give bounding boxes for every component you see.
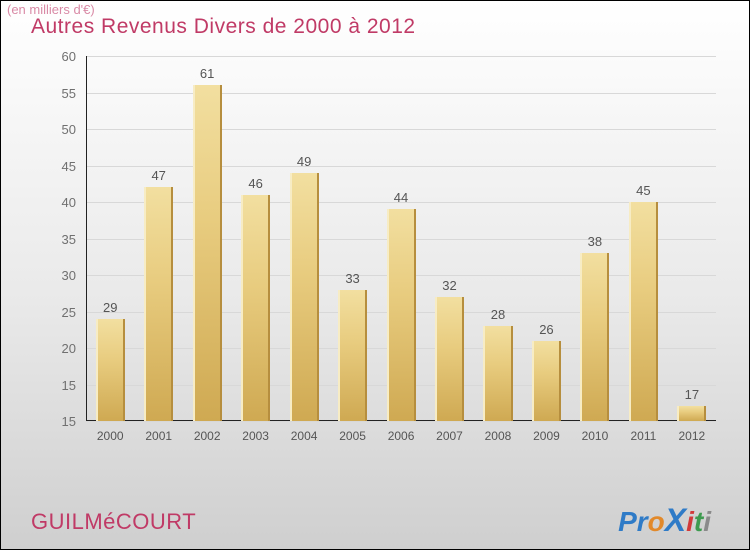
bar-2001[interactable]: 47 bbox=[144, 187, 173, 421]
bar-slot-2012[interactable]: 17 bbox=[668, 56, 716, 421]
bar-slot-2005[interactable]: 33 bbox=[328, 56, 376, 421]
bar-value-2002: 61 bbox=[200, 66, 214, 81]
bar-2000[interactable]: 29 bbox=[96, 319, 125, 421]
chart-title-group: Autres Revenus Divers de 2000 à 2012 (en … bbox=[1, 1, 749, 19]
bar-slot-2003[interactable]: 46 bbox=[231, 56, 279, 421]
ytick-55: 50 bbox=[31, 122, 76, 137]
xtick-slot-2008: 2008 bbox=[474, 421, 522, 451]
bar-2004[interactable]: 49 bbox=[290, 173, 319, 421]
bar-value-2005: 33 bbox=[345, 271, 359, 286]
bar-value-2007: 32 bbox=[442, 278, 456, 293]
bar-value-2008: 28 bbox=[491, 307, 505, 322]
ytick-15: 15 bbox=[31, 414, 76, 429]
logo-letter-x: X bbox=[665, 502, 686, 538]
footer-left-label: GUILMéCOURT bbox=[31, 509, 196, 535]
bar-2008[interactable]: 28 bbox=[483, 326, 512, 421]
xtick-slot-2009: 2009 bbox=[522, 421, 570, 451]
chart-window: Autres Revenus Divers de 2000 à 2012 (en … bbox=[0, 0, 750, 550]
bar-slot-2004[interactable]: 49 bbox=[280, 56, 328, 421]
logo-letter-p: P bbox=[618, 506, 637, 537]
bar-slot-2006[interactable]: 44 bbox=[377, 56, 425, 421]
chart-title: Autres Revenus Divers de 2000 à 2012 bbox=[31, 15, 416, 39]
xtick-slot-2004: 2004 bbox=[280, 421, 328, 451]
bar-slot-2010[interactable]: 38 bbox=[571, 56, 619, 421]
ytick-30: 25 bbox=[31, 305, 76, 320]
ytick-35: 30 bbox=[31, 268, 76, 283]
bar-2002[interactable]: 61 bbox=[193, 85, 222, 421]
xtick-slot-2003: 2003 bbox=[231, 421, 279, 451]
xtick-slot-2010: 2010 bbox=[571, 421, 619, 451]
logo-letter-r: r bbox=[637, 506, 648, 537]
xtick-slot-2000: 2000 bbox=[86, 421, 134, 451]
bar-slot-2008[interactable]: 28 bbox=[474, 56, 522, 421]
ytick-25: 20 bbox=[31, 341, 76, 356]
bar-2006[interactable]: 44 bbox=[387, 209, 416, 421]
footer-logo-proxiti[interactable]: ProXiti bbox=[618, 502, 711, 539]
bar-slot-2007[interactable]: 32 bbox=[425, 56, 473, 421]
xtick-slot-2011: 2011 bbox=[619, 421, 667, 451]
logo-letter-o: o bbox=[648, 506, 665, 537]
bars-container[interactable]: 29 47 61 46 bbox=[86, 56, 716, 421]
ytick-20: 15 bbox=[31, 378, 76, 393]
bar-slot-2001[interactable]: 47 bbox=[134, 56, 182, 421]
bar-value-2012: 17 bbox=[685, 387, 699, 402]
bar-value-2006: 44 bbox=[394, 190, 408, 205]
ytick-40: 35 bbox=[31, 232, 76, 247]
bar-slot-2011[interactable]: 45 bbox=[619, 56, 667, 421]
xtick-labels-container: 2000 2001 2002 2003 2004 2005 2006 2007 … bbox=[86, 421, 716, 451]
bar-value-2004: 49 bbox=[297, 154, 311, 169]
bar-2010[interactable]: 38 bbox=[580, 253, 609, 421]
bar-slot-2000[interactable]: 29 bbox=[86, 56, 134, 421]
xtick-slot-2012: 2012 bbox=[668, 421, 716, 451]
bar-value-2009: 26 bbox=[539, 322, 553, 337]
bar-2003[interactable]: 46 bbox=[241, 195, 270, 421]
bar-value-2000: 29 bbox=[103, 300, 117, 315]
bar-slot-2009[interactable]: 26 bbox=[522, 56, 570, 421]
logo-letter-t: t bbox=[694, 506, 703, 537]
bar-2007[interactable]: 32 bbox=[435, 297, 464, 421]
bar-slot-2002[interactable]: 61 bbox=[183, 56, 231, 421]
logo-letter-i1: i bbox=[686, 506, 694, 537]
bar-value-2011: 45 bbox=[636, 183, 650, 198]
xtick-slot-2001: 2001 bbox=[134, 421, 182, 451]
bar-2012[interactable]: 17 bbox=[677, 406, 706, 421]
bar-value-2010: 38 bbox=[588, 234, 602, 249]
xtick-slot-2005: 2005 bbox=[328, 421, 376, 451]
xtick-slot-2002: 2002 bbox=[183, 421, 231, 451]
plot-container: 60 55 50 45 40 35 30 25 20 15 15 29 bbox=[31, 56, 726, 451]
bar-2009[interactable]: 26 bbox=[532, 341, 561, 421]
xtick-slot-2007: 2007 bbox=[425, 421, 473, 451]
bar-2005[interactable]: 33 bbox=[338, 290, 367, 421]
ytick-65: 60 bbox=[31, 49, 76, 64]
bar-value-2003: 46 bbox=[248, 176, 262, 191]
ytick-50: 45 bbox=[31, 159, 76, 174]
ytick-60: 55 bbox=[31, 86, 76, 101]
logo-letter-i2: i bbox=[703, 506, 711, 537]
bar-2011[interactable]: 45 bbox=[629, 202, 658, 421]
ytick-45: 40 bbox=[31, 195, 76, 210]
xtick-slot-2006: 2006 bbox=[377, 421, 425, 451]
chart-plot-area: 60 55 50 45 40 35 30 25 20 15 15 29 bbox=[31, 56, 726, 451]
bar-value-2001: 47 bbox=[151, 168, 165, 183]
